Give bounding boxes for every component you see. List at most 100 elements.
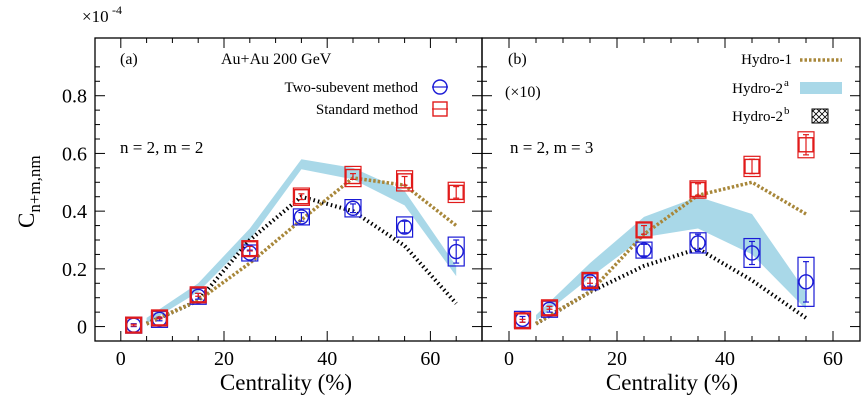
panel-b-standard-method-marker <box>744 158 760 175</box>
panel-a-standard-method-marker <box>293 189 310 205</box>
panel-a-two-subevent-method-sys-box <box>447 236 465 267</box>
panel-b-standard-method-point <box>797 131 815 159</box>
legend-hydro2a-label: Hydro-2 <box>732 81 783 97</box>
panel-a-y-tick-label: 0.4 <box>62 201 87 223</box>
panel-b-two-subevent-method-sys-box <box>797 256 815 307</box>
panel-a-standard-method-point <box>150 309 169 327</box>
legend-hydro2b-symbol <box>811 108 829 124</box>
panel-a-text: (a) Au+Au 200 GeV n = 2, m = 2 Two-subev… <box>120 51 418 157</box>
panel-b-two-subevent-method-sys-box <box>743 237 761 269</box>
panel-b-standard-method-point <box>689 180 707 199</box>
panel-b-two-subevent-method-sys-box <box>635 241 653 259</box>
panel-a-standard-method-point <box>189 286 207 304</box>
panel-a-standard-method-sys-box <box>344 165 362 188</box>
panel-a: 0 20 40 60 0 0.2 0.4 0.6 0.8 <box>62 37 483 370</box>
panel-a-two-subevent-method-marker <box>293 209 310 225</box>
legend-hydro2b-text: Hydro-2 <box>732 109 783 125</box>
panel-a-standard-method-sys-box <box>447 181 465 204</box>
panel-a-two-subevent-method-marker <box>396 219 413 235</box>
panel-b-two-subevent-method-point <box>797 256 815 307</box>
panel-a-standard-method-marker <box>151 310 168 326</box>
legend-two-subevent-label: Two-subevent method <box>284 80 418 96</box>
panel-b-two-subevent-method-marker <box>636 242 652 258</box>
panel-a-y-tick-label: 0.6 <box>62 143 87 165</box>
legend-hydro2a-sup: a <box>784 77 789 89</box>
panel-a-standard-method-point <box>125 316 143 334</box>
panel-b-standard-method-point <box>581 271 599 289</box>
panel-b-two-subevent-method-marker <box>690 235 706 251</box>
panel-b-x-tick-label: 60 <box>823 348 843 370</box>
y-axis-title-main: C <box>14 213 39 228</box>
panel-b-x-tick-label: 0 <box>504 348 514 370</box>
panel-b-standard-method-sys-box <box>689 180 707 199</box>
panel-b-hydro-2-b-line <box>534 246 808 326</box>
panel-a-label: (a) <box>120 51 138 68</box>
panel-b-standard-method-sys-box <box>743 155 761 178</box>
panel-b-standard-method-sys-box <box>513 312 532 330</box>
panel-b-standard-method-sys-box <box>581 271 599 289</box>
panel-a-two-subevent-method-point <box>292 208 310 226</box>
y-axis-title-subscript: n+m,nm <box>25 155 44 212</box>
y-multiplier: ×10 -4 <box>82 3 122 26</box>
panel-a-standard-method-point <box>344 165 362 188</box>
y-multiplier-exponent: -4 <box>112 3 122 17</box>
panel-a-y-tick-label: 0.2 <box>62 259 87 281</box>
panel-b-hydro-2-a-band <box>536 196 806 321</box>
legend-hydro2a-text: Hydro-2 <box>732 81 783 97</box>
panel-a-two-subevent-method-point <box>396 216 414 238</box>
x-axis-title-a: Centrality (%) <box>220 370 352 395</box>
panel-a-standard-method-point <box>447 181 465 204</box>
y-axis-title: Cn+m,nm <box>14 155 44 228</box>
panel-b-scale-note: (×10) <box>505 84 541 101</box>
panel-a-standard-method-sys-box <box>150 309 169 327</box>
panel-a-standard-method-sys-box <box>189 286 207 304</box>
panel-b-standard-method-marker <box>798 137 814 153</box>
panel-b-x-tick-label: 20 <box>607 348 627 370</box>
panel-a-standard-method-marker <box>345 168 361 185</box>
panel-a-y-tick-label: 0.8 <box>62 86 87 108</box>
panel-a-two-subevent-method-point <box>447 236 465 267</box>
panel-b-standard-method-sys-box <box>635 221 653 239</box>
panel-a-standard-method-sys-box <box>125 316 143 334</box>
panel-b-standard-method-sys-box <box>797 131 815 159</box>
panel-b-two-subevent-method-marker <box>798 274 814 290</box>
panel-b-two-subevent-method-sys-box <box>689 232 707 254</box>
panel-a-standard-method-marker <box>190 287 206 303</box>
panel-b-standard-method-point <box>635 221 653 239</box>
panel-a-x-tick-label: 0 <box>116 348 126 370</box>
panel-a-standard-method-marker <box>448 184 464 201</box>
panel-a-standard-method-sys-box <box>292 187 310 206</box>
panel-b-two-subevent-method-point <box>635 241 653 259</box>
panel-a-y-tick-label: 0 <box>77 317 87 339</box>
legend-hydro1-label: Hydro-1 <box>741 52 792 68</box>
panel-a-two-subevent-method-marker <box>448 243 464 260</box>
panel-b-standard-method-marker <box>636 222 652 238</box>
panel-a-two-subevent-method-marker <box>345 200 361 216</box>
panel-b-standard-method-point <box>513 312 532 330</box>
legend-standard-label: Standard method <box>316 102 419 118</box>
panel-a-two-subevent-method-point <box>344 199 362 218</box>
panel-b-label: (b) <box>508 51 527 68</box>
panel-a-standard-method-sys-box <box>396 170 414 192</box>
x-axis-title-b: Centrality (%) <box>606 370 738 395</box>
panel-b-standard-method-marker <box>582 272 598 289</box>
panel-a-x-tick-label: 40 <box>317 348 337 370</box>
panel-b-annotation: n = 2, m = 3 <box>510 138 593 157</box>
legend-hydro2b-label: Hydro-2 <box>732 109 783 125</box>
panel-a-standard-method-sys-box <box>241 240 259 258</box>
panel-a-two-subevent-method-sys-box <box>396 216 414 238</box>
panel-a-annotation: n = 2, m = 2 <box>120 138 203 157</box>
panel-b-standard-method-point <box>743 155 761 178</box>
panel-b-two-subevent-method-point <box>689 232 707 254</box>
panel-a-standard-method-point <box>241 240 259 258</box>
panel-a-hydro-2-a-band <box>146 159 457 324</box>
legend-symbols <box>432 58 842 124</box>
panel-a-standard-method-point <box>292 187 310 206</box>
panel-a-standard-method-marker <box>125 317 142 333</box>
y-multiplier-base: ×10 <box>82 7 109 26</box>
panel-a-x-tick-label: 60 <box>420 348 440 370</box>
panel-b-standard-method-sys-box <box>540 299 559 317</box>
panel-b-text: (b) (×10) n = 2, m = 3 Hydro-1 Hydro-2 a… <box>505 51 792 157</box>
panel-b-standard-method-point <box>540 299 559 317</box>
